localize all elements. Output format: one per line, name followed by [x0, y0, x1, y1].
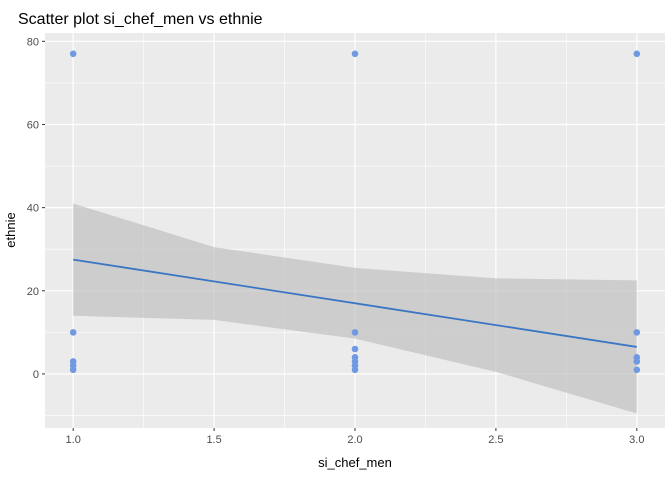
fit-line-layer: [73, 258, 637, 348]
y-tick-label: 80: [27, 36, 39, 48]
data-point: [633, 358, 641, 365]
regression-line: [73, 258, 637, 348]
data-point: [351, 366, 359, 374]
x-tick-label: 1.5: [206, 434, 221, 446]
x-axis-ticks: 1.0 1.5 2.0 2.5 3.0: [66, 428, 644, 446]
y-axis-title: ethnie: [3, 212, 18, 247]
data-point: [69, 366, 77, 374]
chart-title: Scatter plot si_chef_men vs ethnie: [18, 11, 263, 28]
data-point: [351, 345, 359, 353]
x-tick-label: 2.5: [488, 434, 503, 446]
data-point: [69, 329, 77, 336]
y-tick-label: 40: [27, 203, 39, 215]
data-point: [351, 50, 359, 58]
y-tick-label: 20: [27, 286, 39, 298]
data-points: [69, 50, 641, 374]
data-point: [351, 329, 359, 336]
data-point: [633, 366, 641, 374]
confidence-band-layer: [73, 203, 637, 414]
y-axis-ticks: 0 20 40 60 80: [27, 36, 45, 381]
x-tick-label: 2.0: [347, 434, 362, 446]
data-point: [633, 329, 641, 336]
y-tick-label: 60: [27, 119, 39, 131]
confidence-band: [73, 203, 637, 414]
x-axis-title: si_chef_men: [318, 455, 392, 470]
y-tick-label: 0: [33, 369, 39, 381]
x-tick-label: 1.0: [66, 434, 81, 446]
x-tick-label: 3.0: [629, 434, 644, 446]
data-point: [633, 50, 641, 58]
data-point: [69, 50, 77, 58]
